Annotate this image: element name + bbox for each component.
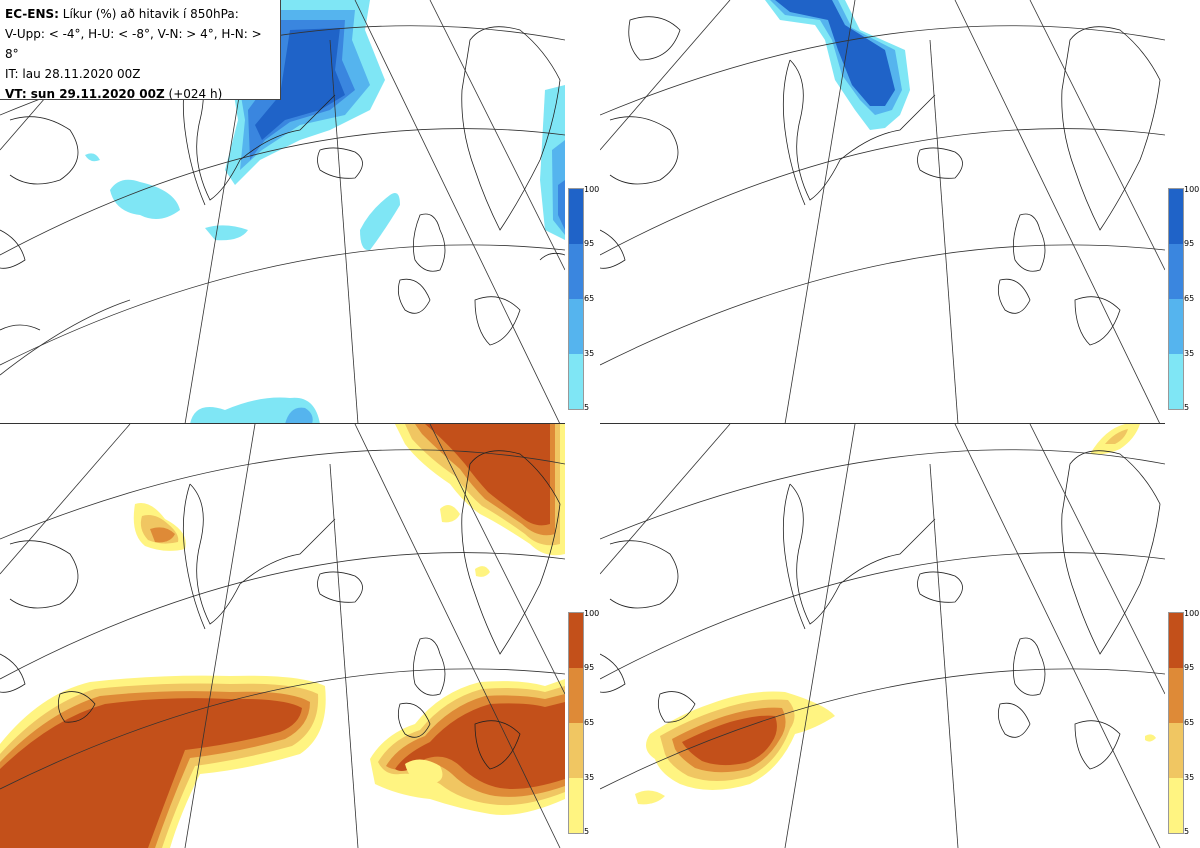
legend-tick: 5 xyxy=(584,827,590,836)
legend-tick: 5 xyxy=(1184,827,1190,836)
legend-tick: 35 xyxy=(1184,773,1195,782)
legend-warm-bottom-left: 100 95 65 35 5 xyxy=(568,609,608,842)
legend-tick: 100 xyxy=(1184,185,1200,194)
coastlines xyxy=(600,16,1161,346)
legend-swatch-35 xyxy=(569,354,583,409)
legend-swatch-100 xyxy=(1169,613,1183,668)
legend-tick: 35 xyxy=(584,349,595,358)
panel-divider-right xyxy=(600,423,1165,424)
legend-tick: 95 xyxy=(1184,663,1195,672)
probability-shading xyxy=(765,0,910,130)
map-panel-v-upp xyxy=(0,0,565,424)
probability-shading xyxy=(85,0,565,424)
map-canvas-v-n xyxy=(0,424,565,848)
legend-tick: 100 xyxy=(584,609,600,618)
info-line-3: IT: lau 28.11.2020 00Z xyxy=(5,67,141,81)
legend-tick: 65 xyxy=(584,718,595,727)
legend-swatch-100 xyxy=(569,189,583,244)
probability-shading xyxy=(635,424,1156,805)
info-line-2: V-Upp: < -4°, H-U: < -8°, V-N: > 4°, H-N… xyxy=(5,27,262,61)
map-canvas-v-upp xyxy=(0,0,565,424)
panel-divider-left xyxy=(0,423,565,424)
legend-swatch-100 xyxy=(1169,189,1183,244)
info-line-1: EC-ENS: Líkur (%) að hitavik í 850hPa: xyxy=(5,7,239,21)
legend-bar xyxy=(568,188,584,410)
info-box: EC-ENS: Líkur (%) að hitavik í 850hPa: V… xyxy=(0,0,281,101)
legend-tick: 65 xyxy=(584,294,595,303)
map-panel-h-u xyxy=(600,0,1165,424)
map-panel-h-n xyxy=(600,424,1165,848)
legend-swatch-65 xyxy=(1169,723,1183,778)
graticule xyxy=(0,424,565,848)
graticule xyxy=(600,424,1165,848)
legend-tick: 100 xyxy=(1184,609,1200,618)
legend-tick: 35 xyxy=(584,773,595,782)
legend-cold-top-right: 100 95 65 35 5 xyxy=(1168,185,1200,418)
legend-bar xyxy=(1168,612,1184,834)
legend-warm-bottom-right: 100 95 65 35 5 xyxy=(1168,609,1200,842)
legend-bar xyxy=(568,612,584,834)
probability-shading xyxy=(0,424,565,848)
map-canvas-h-u xyxy=(600,0,1165,424)
legend-tick: 95 xyxy=(584,663,595,672)
legend-tick: 35 xyxy=(1184,349,1195,358)
legend-tick: 95 xyxy=(584,239,595,248)
legend-swatch-35 xyxy=(1169,354,1183,409)
legend-cold-top-left: 100 95 65 35 5 xyxy=(568,185,608,418)
legend-swatch-95 xyxy=(569,668,583,723)
legend-swatch-95 xyxy=(1169,668,1183,723)
legend-bar xyxy=(1168,188,1184,410)
legend-tick: 65 xyxy=(1184,294,1195,303)
legend-tick: 65 xyxy=(1184,718,1195,727)
legend-swatch-65 xyxy=(1169,299,1183,354)
coastlines xyxy=(0,450,561,770)
graticule xyxy=(600,0,1165,424)
legend-tick: 95 xyxy=(1184,239,1195,248)
map-canvas-h-n xyxy=(600,424,1165,848)
map-panel-v-n xyxy=(0,424,565,848)
legend-swatch-35 xyxy=(1169,778,1183,833)
legend-swatch-95 xyxy=(1169,244,1183,299)
coastlines xyxy=(0,26,565,346)
info-line-4: VT: sun 29.11.2020 00Z (+024 h) xyxy=(5,87,223,101)
legend-tick: 100 xyxy=(584,185,600,194)
legend-swatch-65 xyxy=(569,723,583,778)
coastlines xyxy=(600,450,1161,770)
legend-swatch-65 xyxy=(569,299,583,354)
legend-swatch-95 xyxy=(569,244,583,299)
legend-swatch-100 xyxy=(569,613,583,668)
legend-tick: 5 xyxy=(1184,403,1190,412)
legend-swatch-35 xyxy=(569,778,583,833)
legend-tick: 5 xyxy=(584,403,590,412)
